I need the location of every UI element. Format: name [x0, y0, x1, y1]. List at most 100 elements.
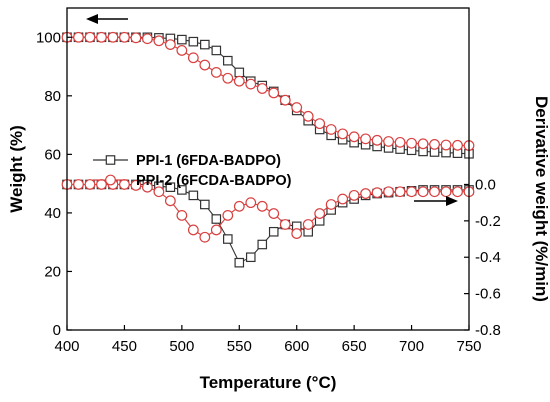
y-axis-right-title: Derivative weight (%/min) — [532, 96, 550, 302]
y-right-tick-label: -0.6 — [475, 286, 501, 303]
legend-marker — [105, 174, 116, 186]
x-tick-label: 600 — [284, 338, 309, 355]
data-point — [200, 199, 210, 210]
data-point — [429, 186, 440, 198]
data-point — [245, 252, 256, 263]
data-point — [383, 136, 395, 147]
x-tick-label: 500 — [169, 338, 194, 355]
data-point — [107, 31, 119, 43]
data-point — [325, 124, 337, 135]
legend-item-2: PPI-2 (6FCDA-BADPO) — [93, 173, 292, 189]
legend-label: PPI-2 (6FCDA-BADPO) — [136, 173, 292, 189]
data-point — [314, 208, 326, 219]
data-point — [176, 45, 188, 56]
data-point — [314, 118, 326, 130]
y-left-tick-label: 0 — [53, 322, 61, 339]
data-point — [302, 219, 314, 230]
data-point — [223, 55, 233, 66]
data-point — [130, 179, 142, 191]
data-point — [268, 208, 280, 219]
data-point — [256, 83, 268, 94]
data-point — [245, 78, 257, 90]
x-tick-label: 750 — [456, 338, 481, 355]
data-point — [245, 197, 257, 209]
y-left-tick-label: 40 — [44, 205, 61, 222]
data-point — [337, 193, 349, 205]
data-point — [383, 186, 395, 198]
data-point — [188, 36, 199, 47]
x-tick-label: 550 — [227, 338, 252, 355]
x-tick-label: 700 — [399, 338, 424, 355]
data-point — [188, 190, 199, 201]
data-point — [337, 128, 349, 140]
data-point — [96, 31, 107, 43]
data-point — [223, 234, 233, 244]
y-right-tick-label: -0.8 — [475, 322, 501, 339]
data-point — [210, 224, 222, 236]
data-point — [130, 32, 142, 44]
data-point — [360, 133, 372, 145]
data-point — [302, 110, 314, 122]
x-axis-title: Temperature (°C) — [200, 373, 337, 392]
y-left-tick-label: 60 — [44, 146, 61, 163]
data-point — [417, 138, 429, 150]
series-line — [67, 36, 470, 155]
legend-label: PPI-1 (6FDA-BADPO) — [136, 153, 281, 169]
data-point — [233, 75, 245, 87]
data-point — [429, 139, 440, 150]
data-point — [394, 136, 406, 148]
data-point — [187, 52, 199, 64]
data-point — [210, 66, 222, 78]
series-layer — [61, 31, 475, 268]
y-axis-left-title: Weight (%) — [7, 125, 26, 213]
series-4-derivative — [61, 179, 475, 243]
data-point — [233, 200, 245, 212]
data-point — [268, 87, 280, 99]
arrow-left-icon — [86, 14, 128, 24]
data-point — [84, 31, 96, 43]
data-point — [200, 39, 210, 50]
data-point — [291, 228, 303, 239]
data-point — [199, 59, 211, 71]
data-point — [222, 72, 234, 84]
data-point — [73, 179, 84, 190]
data-point — [406, 186, 417, 198]
data-point — [257, 239, 268, 250]
data-point — [325, 199, 337, 210]
data-point — [417, 186, 429, 198]
data-point — [153, 186, 165, 198]
data-point — [119, 31, 130, 43]
data-point — [84, 179, 96, 190]
y-right-tick-label: -0.4 — [475, 249, 501, 266]
data-point — [165, 182, 176, 192]
series-2-weight — [61, 31, 475, 151]
data-point — [348, 189, 360, 201]
data-point — [234, 67, 245, 78]
data-point — [268, 226, 279, 237]
data-point — [279, 219, 291, 230]
data-point — [222, 209, 234, 221]
data-point — [177, 34, 187, 45]
data-point — [187, 224, 199, 236]
data-point — [211, 45, 222, 56]
data-point — [211, 214, 222, 224]
x-tick-label: 650 — [342, 338, 367, 355]
y-right-tick-label: 0.0 — [475, 176, 496, 193]
y-left-tick-label: 80 — [44, 88, 61, 105]
legend-item-1: PPI-1 (6FDA-BADPO) — [93, 153, 281, 169]
data-point — [164, 195, 176, 207]
data-point — [164, 39, 176, 50]
y-right-tick-label: -0.2 — [475, 213, 501, 230]
data-point — [371, 134, 383, 146]
data-point — [256, 200, 268, 212]
data-point — [141, 33, 153, 45]
data-point — [348, 131, 360, 143]
data-point — [371, 187, 383, 199]
y-left-tick-label: 20 — [44, 263, 61, 280]
data-point — [406, 137, 417, 149]
data-point — [452, 139, 463, 151]
data-point — [141, 181, 153, 193]
data-point — [96, 179, 107, 190]
data-point — [176, 209, 188, 221]
